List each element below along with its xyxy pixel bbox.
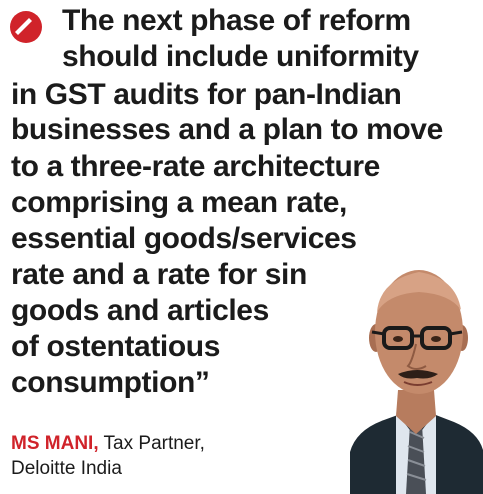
quote-line-9: goods and articles [11, 294, 269, 327]
quote-logo-icon [10, 11, 42, 43]
quote-line-8: rate and a rate for sin [11, 258, 307, 291]
quote-line-3: in GST audits for pan-Indian [11, 78, 402, 111]
quote-line-11: consumption” [11, 366, 210, 399]
quote-line-5: to a three-rate architecture [11, 150, 380, 183]
quote-line-10: of ostentatious [11, 330, 220, 363]
attribution-line-1: MS MANI, Tax Partner, [11, 433, 205, 455]
quote-line-2: should include uniformity [62, 40, 419, 73]
quote-line-1: The next phase of reform [62, 4, 411, 37]
quote-line-6: comprising a mean rate, [11, 186, 347, 219]
speaker-name: MS MANI, [11, 433, 99, 454]
speaker-company: Deloitte India [11, 458, 122, 479]
quote-line-7: essential goods/services [11, 222, 357, 255]
quote-line-4: businesses and a plan to move [11, 113, 443, 146]
speaker-title: Tax Partner, [98, 433, 205, 454]
speaker-portrait [350, 270, 483, 494]
